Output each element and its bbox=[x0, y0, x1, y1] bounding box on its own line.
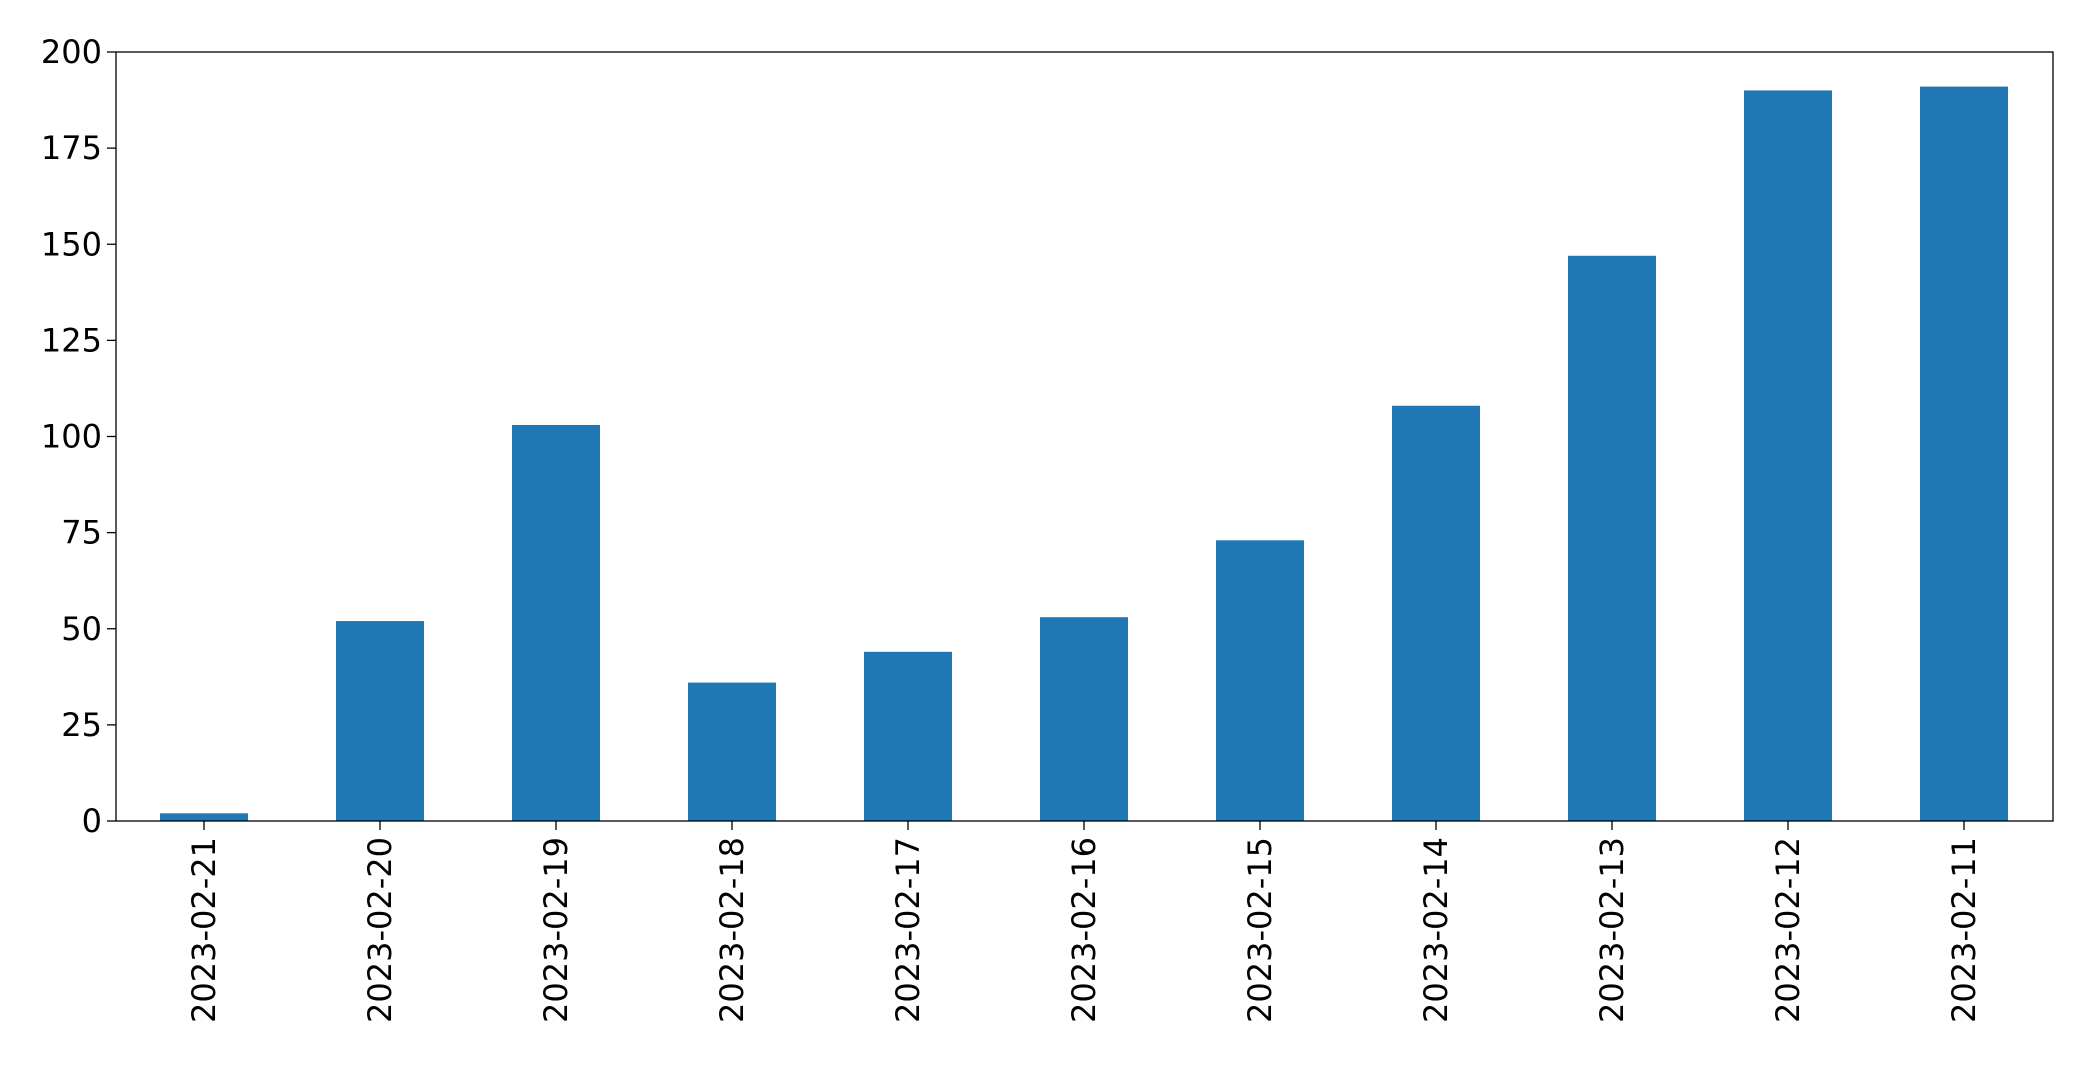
bar-2023-02-18 bbox=[688, 682, 776, 821]
y-tick-label: 100 bbox=[41, 418, 102, 456]
bar-2023-02-20 bbox=[336, 621, 424, 821]
bar-2023-02-16 bbox=[1040, 617, 1128, 821]
y-tick-label: 175 bbox=[41, 129, 102, 167]
bar-2023-02-15 bbox=[1216, 540, 1304, 821]
x-tick-label: 2023-02-11 bbox=[1945, 837, 1983, 1023]
bar-2023-02-19 bbox=[512, 424, 600, 821]
y-axis: 0 25 50 75 100 125 150 175 200 bbox=[41, 33, 116, 840]
x-tick-label: 2023-02-12 bbox=[1769, 837, 1807, 1023]
x-tick-label: 2023-02-13 bbox=[1593, 837, 1631, 1023]
y-tick-label: 150 bbox=[41, 225, 102, 263]
bar-2023-02-11 bbox=[1920, 86, 2008, 822]
bar-2023-02-21 bbox=[160, 813, 248, 821]
bar-2023-02-14 bbox=[1392, 405, 1480, 821]
y-tick-label: 0 bbox=[82, 802, 102, 840]
bar-2023-02-12 bbox=[1744, 90, 1832, 821]
x-axis: 2023-02-21 2023-02-20 2023-02-19 2023-02-18… bbox=[185, 821, 1983, 1023]
bar-2023-02-13 bbox=[1568, 255, 1656, 821]
x-tick-label: 2023-02-16 bbox=[1065, 837, 1103, 1023]
y-tick-label: 125 bbox=[41, 321, 102, 359]
x-tick-label: 2023-02-17 bbox=[889, 837, 927, 1023]
bar-2023-02-17 bbox=[864, 651, 952, 821]
y-tick-label: 200 bbox=[41, 33, 102, 71]
x-tick-label: 2023-02-21 bbox=[185, 837, 223, 1023]
plot-frame bbox=[115, 51, 2054, 822]
bars-layer bbox=[160, 86, 2008, 822]
x-tick-label: 2023-02-20 bbox=[361, 837, 399, 1023]
x-tick-label: 2023-02-15 bbox=[1241, 837, 1279, 1023]
y-tick-label: 75 bbox=[61, 514, 102, 552]
y-tick-label: 50 bbox=[61, 610, 102, 648]
x-tick-label: 2023-02-19 bbox=[537, 837, 575, 1023]
y-tick-label: 25 bbox=[61, 706, 102, 744]
x-tick-label: 2023-02-18 bbox=[713, 837, 751, 1023]
x-tick-label: 2023-02-14 bbox=[1417, 837, 1455, 1023]
